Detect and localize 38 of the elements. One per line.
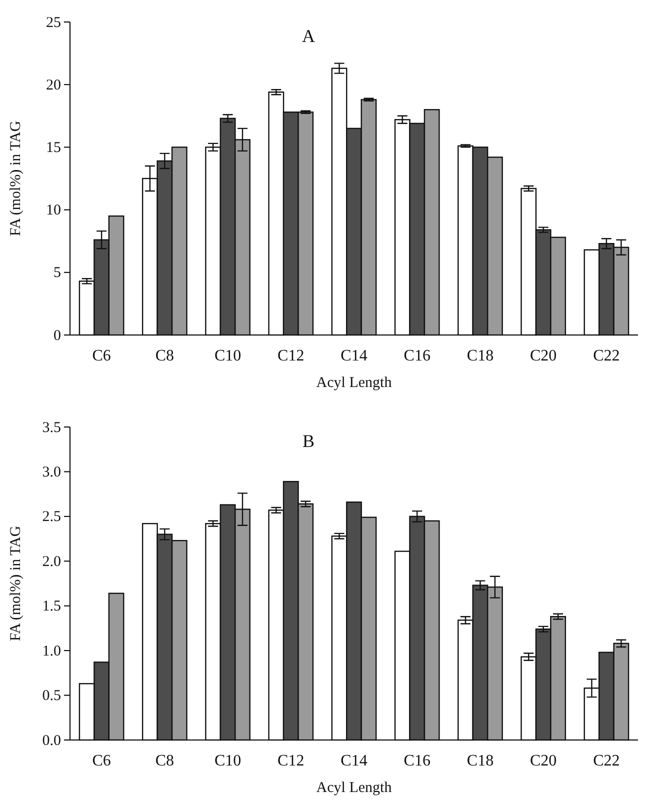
x-tick-label: C10 (214, 752, 242, 770)
x-tick-label: C16 (404, 347, 430, 364)
y-tick-label: 10 (46, 202, 61, 219)
x-tick-label: C8 (155, 347, 174, 364)
x-tick-label: C22 (593, 347, 620, 364)
y-tick-label: 2.5 (42, 509, 61, 526)
x-tick-label: C18 (466, 347, 494, 364)
x-tick-label: C20 (530, 347, 557, 364)
chart-title: A (302, 26, 316, 46)
y-tick-label: 0 (54, 328, 61, 344)
x-axis-title: Acyl Length (316, 375, 392, 391)
x-tick-label: C6 (92, 347, 111, 364)
y-tick-label: 20 (46, 77, 61, 94)
y-tick-label: 15 (46, 140, 61, 156)
x-tick-label: C20 (530, 752, 557, 770)
x-tick-label: C6 (92, 752, 111, 770)
chart-title: B (302, 431, 315, 451)
y-tick-label: 1.0 (42, 643, 61, 660)
y-tick-label: 0.5 (42, 688, 61, 704)
x-tick-label: C10 (214, 347, 242, 364)
x-tick-label: C14 (340, 752, 368, 770)
x-tick-label: C22 (593, 752, 620, 770)
x-tick-label: C18 (466, 752, 494, 770)
x-tick-label: C14 (340, 347, 368, 364)
y-tick-label: 1.5 (42, 598, 61, 615)
x-tick-label: C12 (278, 347, 304, 364)
y-tick-label: 2.0 (42, 554, 61, 570)
x-tick-label: C12 (278, 752, 304, 770)
y-axis-title: FA (mol%) in TAG (8, 120, 24, 236)
y-tick-label: 5 (54, 265, 61, 282)
y-tick-label: 25 (46, 14, 61, 31)
x-axis-title: Acyl Length (316, 780, 392, 796)
y-tick-label: 3.5 (42, 420, 61, 436)
y-tick-label: 3.0 (42, 464, 61, 481)
y-tick-label: 0.0 (42, 732, 61, 749)
y-axis-title: FA (mol%) in TAG (8, 526, 24, 642)
x-tick-label: C16 (404, 752, 430, 770)
x-tick-label: C8 (155, 752, 174, 770)
